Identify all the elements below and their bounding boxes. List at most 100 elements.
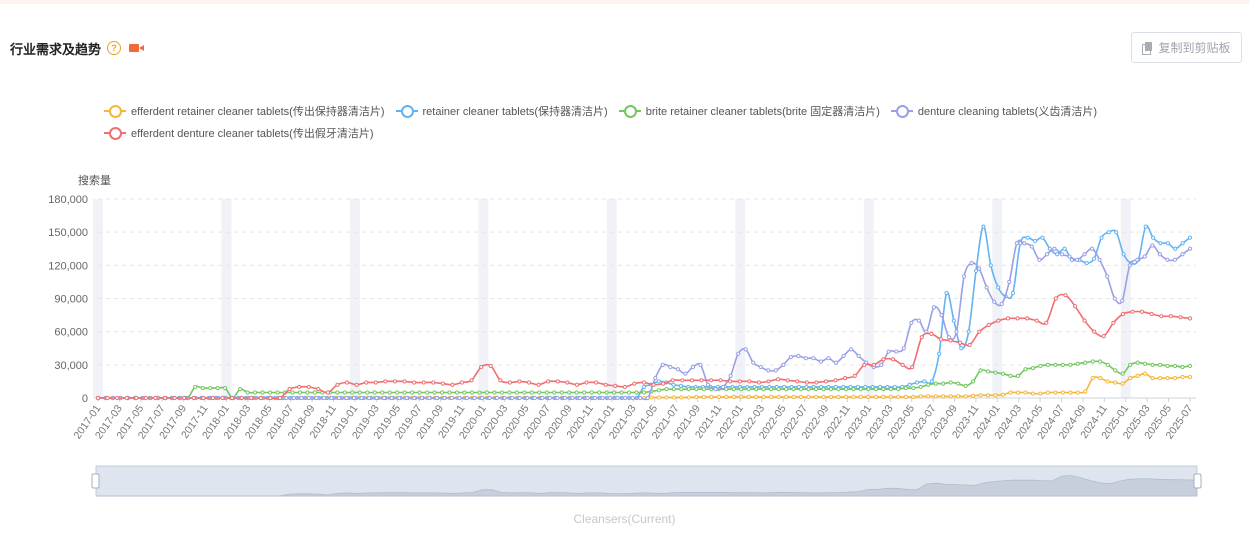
series-line xyxy=(98,225,1191,400)
data-point xyxy=(828,394,834,399)
data-point xyxy=(536,382,541,387)
data-point xyxy=(1044,252,1050,257)
data-point xyxy=(866,394,871,399)
data-point xyxy=(938,337,944,342)
data-point xyxy=(821,394,826,399)
data-point xyxy=(335,390,340,395)
data-point xyxy=(439,390,445,395)
video-camera-icon[interactable] xyxy=(129,44,145,52)
data-point xyxy=(1072,304,1078,309)
data-point xyxy=(931,305,937,310)
data-point xyxy=(973,268,979,273)
data-point xyxy=(488,363,493,369)
data-point xyxy=(316,387,321,392)
data-point xyxy=(758,364,763,370)
legend-item-efferdent-retainer[interactable]: efferdent retainer cleaner tablets(传出保持器… xyxy=(104,103,385,119)
data-point xyxy=(1157,252,1162,257)
data-point xyxy=(1135,373,1140,378)
data-point xyxy=(896,394,901,399)
data-point xyxy=(670,378,675,383)
data-point xyxy=(661,381,666,386)
data-point xyxy=(843,376,848,381)
data-point xyxy=(306,384,311,390)
data-point xyxy=(806,394,811,399)
data-point xyxy=(208,385,213,391)
data-point xyxy=(747,379,752,384)
data-point xyxy=(649,395,654,400)
data-point xyxy=(290,390,295,395)
data-point xyxy=(951,318,956,323)
zoom-slider-right-handle[interactable] xyxy=(1193,473,1202,489)
data-point xyxy=(487,395,492,401)
data-point xyxy=(565,380,570,385)
data-point xyxy=(567,390,572,395)
data-point xyxy=(275,390,280,395)
data-point xyxy=(1082,252,1087,257)
data-point xyxy=(699,378,704,383)
data-point xyxy=(314,395,319,401)
data-point xyxy=(220,395,225,401)
data-point xyxy=(529,390,534,395)
legend-item-retainer[interactable]: retainer cleaner tablets(保持器清洁片) xyxy=(395,103,608,119)
data-point xyxy=(671,395,677,400)
data-point xyxy=(124,395,129,401)
data-point xyxy=(946,335,952,340)
data-point xyxy=(1005,316,1011,321)
data-point xyxy=(1015,373,1021,378)
data-point xyxy=(833,378,838,383)
data-point xyxy=(993,393,998,398)
data-point xyxy=(321,395,327,401)
data-point xyxy=(724,387,729,392)
data-point xyxy=(698,362,703,367)
legend-item-denture-cleaning[interactable]: denture cleaning tablets(义齿清洁片) xyxy=(890,103,1097,119)
data-point xyxy=(988,263,993,268)
data-point xyxy=(959,346,964,351)
data-point xyxy=(791,387,796,392)
data-point xyxy=(1101,333,1106,339)
data-point xyxy=(306,395,311,401)
zoom-slider-left-handle[interactable] xyxy=(91,473,100,489)
data-point xyxy=(359,395,364,401)
data-point xyxy=(1187,363,1193,369)
data-point xyxy=(585,395,590,401)
data-point xyxy=(804,380,809,385)
data-point xyxy=(638,395,643,401)
data-point xyxy=(626,390,632,395)
data-point xyxy=(1060,362,1065,367)
data-point xyxy=(784,394,789,399)
data-point xyxy=(1180,252,1185,257)
data-point xyxy=(981,224,986,229)
data-point xyxy=(656,395,662,400)
data-point xyxy=(967,342,972,348)
data-point xyxy=(457,395,462,401)
copy-to-clipboard-button[interactable]: 复制到剪贴板 xyxy=(1131,32,1242,63)
legend-item-efferdent-denture[interactable]: efferdent denture cleaner tablets(传出假牙清洁… xyxy=(104,125,374,141)
zoom-slider-preview xyxy=(96,475,1198,497)
data-point xyxy=(364,380,369,385)
data-point xyxy=(540,395,545,401)
data-point xyxy=(305,390,310,395)
data-point xyxy=(95,395,101,401)
data-point xyxy=(996,318,1001,323)
question-circle-icon[interactable]: ? xyxy=(107,41,122,55)
data-point xyxy=(858,387,864,392)
data-point xyxy=(886,349,891,354)
legend-item-brite-retainer[interactable]: brite retainer cleaner tablets(brite 固定器… xyxy=(618,103,880,119)
data-point xyxy=(351,395,357,401)
data-point xyxy=(597,390,602,395)
section-header: 行业需求及趋势 ? xyxy=(10,38,145,58)
data-point xyxy=(645,395,650,401)
data-point xyxy=(1172,376,1178,381)
data-point xyxy=(544,390,549,395)
data-point xyxy=(713,387,718,392)
data-point xyxy=(1140,309,1145,314)
data-point xyxy=(462,390,467,395)
data-point xyxy=(890,357,896,362)
data-point xyxy=(1106,230,1111,235)
data-point xyxy=(690,364,696,370)
data-point xyxy=(1029,244,1034,249)
data-point xyxy=(776,377,781,382)
data-point xyxy=(985,393,991,398)
data-point xyxy=(1047,246,1052,251)
data-point xyxy=(623,395,628,401)
